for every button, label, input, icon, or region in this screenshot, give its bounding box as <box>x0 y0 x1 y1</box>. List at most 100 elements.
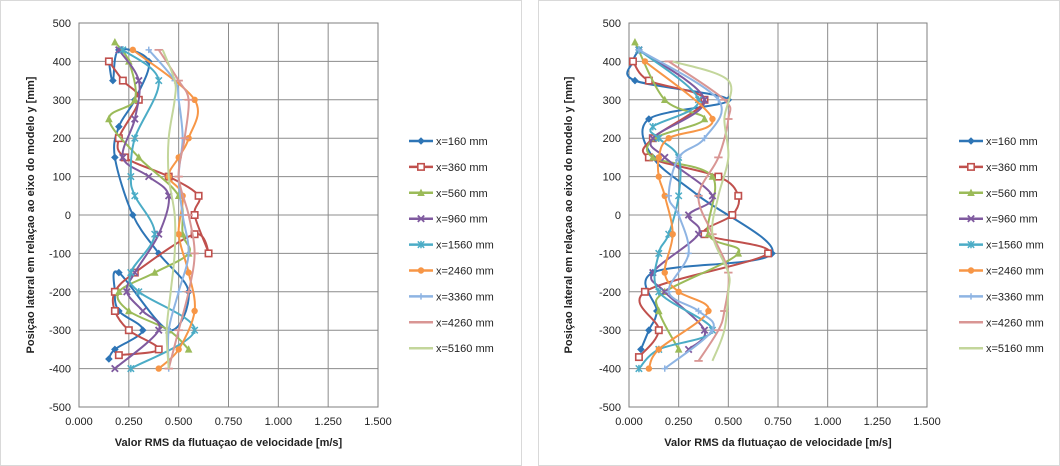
x-tick-label: 0.750 <box>215 416 243 428</box>
legend-label: x=5160 mm <box>436 343 494 355</box>
y-tick-label: -100 <box>49 248 71 260</box>
y-tick-label: -500 <box>49 402 71 414</box>
legend-label: x=3360 mm <box>986 291 1044 303</box>
legend-label: x=2460 mm <box>986 266 1044 278</box>
data-point <box>734 191 743 200</box>
legend-label: x=160 mm <box>436 136 488 148</box>
data-point <box>631 38 639 46</box>
data-point <box>124 326 133 335</box>
data-point <box>705 307 712 315</box>
y-tick-label: -400 <box>49 364 71 376</box>
series-x-160-mm <box>626 46 776 354</box>
legend-item: x=3360 mm <box>959 291 1044 303</box>
legend-swatch-marker <box>417 188 425 196</box>
data-point <box>119 46 127 54</box>
y-tick-label: -500 <box>599 402 621 414</box>
y-tick-label: 100 <box>603 172 621 184</box>
legend-item: x=3360 mm <box>409 291 494 303</box>
data-point <box>111 153 119 162</box>
series-x-560-mm <box>105 38 193 353</box>
data-point <box>764 249 773 258</box>
data-point <box>645 365 653 372</box>
legend-label: x=360 mm <box>986 162 1038 174</box>
plot-area-border <box>628 22 928 408</box>
data-point <box>105 114 113 123</box>
data-point <box>175 96 182 103</box>
data-point <box>645 326 653 334</box>
data-point <box>204 249 213 258</box>
data-point <box>119 153 127 162</box>
x-tick-label: 0.250 <box>665 416 693 428</box>
y-tick-label: -400 <box>599 364 621 376</box>
legend-item: x=360 mm <box>959 162 1038 174</box>
data-point <box>695 307 702 315</box>
plot-area-border <box>78 22 379 408</box>
x-tick-label: 1.250 <box>864 416 892 428</box>
series-line <box>638 49 723 370</box>
data-point <box>665 192 672 199</box>
data-point <box>131 95 139 103</box>
data-point <box>655 346 662 353</box>
series-line <box>668 60 732 362</box>
legend-swatch-marker <box>417 267 425 274</box>
series-line <box>161 49 177 369</box>
x-axis-title: Valor RMS da flutuaçao de velocidade [m/… <box>664 437 892 449</box>
legend-item: x=960 mm <box>409 214 488 226</box>
legend-label: x=160 mm <box>986 136 1038 148</box>
legend-label: x=5160 mm <box>986 343 1044 355</box>
legend-label: x=560 mm <box>986 188 1038 200</box>
legend-label: x=560 mm <box>436 188 488 200</box>
data-point <box>661 192 668 199</box>
data-point <box>175 288 182 295</box>
y-tick-label: 400 <box>53 56 71 68</box>
data-point <box>654 326 663 335</box>
series-line <box>672 60 733 362</box>
legend-swatch-marker <box>417 137 425 145</box>
data-point <box>110 306 119 315</box>
series-x-1560-mm <box>119 46 199 373</box>
y-axis-title: Posiçao lateral em relaçao ao eixo do mo… <box>563 76 575 353</box>
legend-item: x=2460 mm <box>959 266 1044 278</box>
y-tick-label: -200 <box>599 287 621 299</box>
data-point <box>661 365 668 372</box>
legend-swatch-marker <box>967 137 975 145</box>
data-point <box>191 96 198 104</box>
data-point <box>127 172 135 181</box>
data-point <box>637 345 645 354</box>
legend-swatch-marker <box>967 293 975 300</box>
data-point <box>728 211 737 220</box>
y-axis-title: Posiçao lateral em relaçao ao eixo do mo… <box>25 76 37 353</box>
data-point <box>125 57 133 65</box>
data-point <box>684 211 693 219</box>
data-point <box>104 57 113 66</box>
legend: x=160 mm x=360 mm x=560 mm x=960 mm x=1560 m… <box>959 136 1044 355</box>
data-point <box>109 76 117 85</box>
legend-swatch-marker <box>417 214 425 223</box>
series-line <box>634 41 741 350</box>
y-tick-label: -100 <box>599 248 621 260</box>
series-line <box>148 49 190 369</box>
data-point <box>135 288 143 296</box>
legend-item: x=160 mm <box>959 136 1038 148</box>
x-tick-label: 1.250 <box>314 416 342 428</box>
data-point <box>125 306 133 315</box>
y-tick-label: -300 <box>599 325 621 337</box>
data-point <box>111 38 119 46</box>
data-point <box>655 154 662 161</box>
x-tick-label: 0.250 <box>115 416 143 428</box>
series-line <box>157 49 196 369</box>
data-point <box>127 268 135 277</box>
data-point <box>190 326 199 334</box>
y-tick-label: 0 <box>65 210 71 222</box>
legend-swatch-marker <box>967 267 975 274</box>
y-tick-label: 100 <box>53 172 71 184</box>
data-point <box>655 173 662 180</box>
data-point <box>127 364 135 373</box>
data-point <box>130 115 139 123</box>
data-point <box>154 345 163 354</box>
data-point <box>150 268 159 276</box>
legend-item: x=160 mm <box>409 136 488 148</box>
legend-item: x=560 mm <box>409 188 488 200</box>
legend-swatch-marker <box>416 162 425 171</box>
data-point <box>708 172 717 180</box>
